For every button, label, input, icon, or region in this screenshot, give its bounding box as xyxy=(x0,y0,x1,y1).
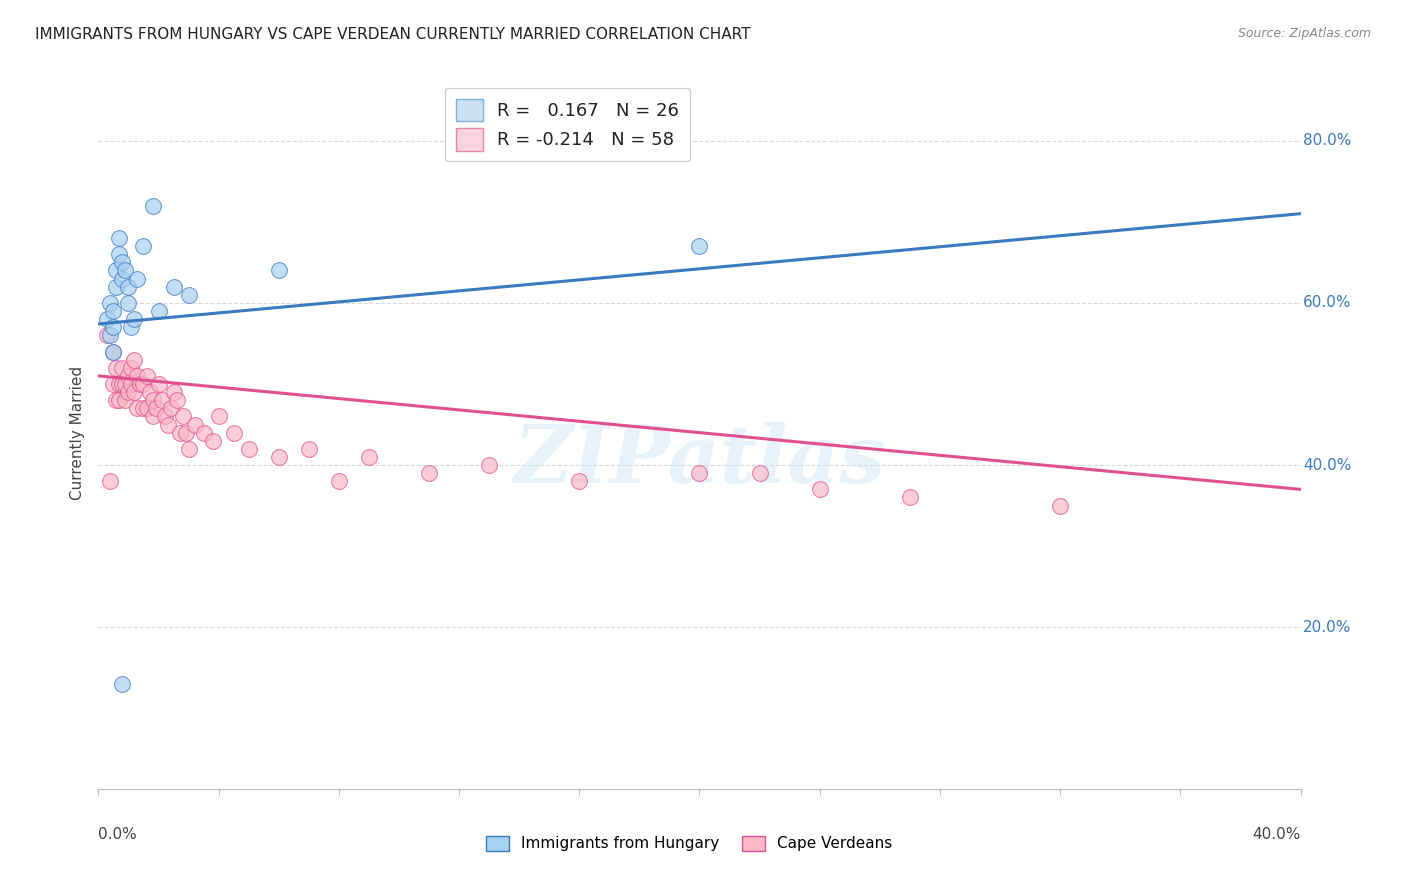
Text: 80.0%: 80.0% xyxy=(1303,133,1351,148)
Text: IMMIGRANTS FROM HUNGARY VS CAPE VERDEAN CURRENTLY MARRIED CORRELATION CHART: IMMIGRANTS FROM HUNGARY VS CAPE VERDEAN … xyxy=(35,27,751,42)
Point xyxy=(208,409,231,424)
Point xyxy=(117,385,139,400)
Point xyxy=(108,393,131,408)
Point xyxy=(117,296,139,310)
Point xyxy=(418,466,440,480)
Point xyxy=(150,393,173,408)
Point xyxy=(105,393,128,408)
Point xyxy=(108,231,131,245)
Point xyxy=(357,450,380,464)
Point xyxy=(132,376,155,391)
Point xyxy=(105,360,128,375)
Point xyxy=(141,409,163,424)
Point xyxy=(238,442,260,456)
Text: 20.0%: 20.0% xyxy=(1303,620,1351,635)
Point xyxy=(267,263,290,277)
Text: 60.0%: 60.0% xyxy=(1303,295,1351,310)
Point xyxy=(153,409,176,424)
Point xyxy=(111,360,134,375)
Point xyxy=(127,271,149,285)
Point xyxy=(138,385,160,400)
Point xyxy=(111,271,134,285)
Point xyxy=(748,466,770,480)
Point xyxy=(169,425,191,440)
Text: Source: ZipAtlas.com: Source: ZipAtlas.com xyxy=(1237,27,1371,40)
Point xyxy=(124,312,146,326)
Point xyxy=(177,442,200,456)
Point xyxy=(103,344,125,359)
Point xyxy=(114,376,136,391)
Point xyxy=(96,328,118,343)
Point xyxy=(121,320,143,334)
Point xyxy=(478,458,501,472)
Point xyxy=(172,409,194,424)
Point xyxy=(117,368,139,383)
Legend: R =   0.167   N = 26, R = -0.214   N = 58: R = 0.167 N = 26, R = -0.214 N = 58 xyxy=(444,88,690,161)
Point xyxy=(117,279,139,293)
Point xyxy=(183,417,205,432)
Point xyxy=(688,239,710,253)
Point xyxy=(103,304,125,318)
Point xyxy=(328,475,350,489)
Point xyxy=(298,442,321,456)
Legend: Immigrants from Hungary, Cape Verdeans: Immigrants from Hungary, Cape Verdeans xyxy=(479,830,898,857)
Text: 40.0%: 40.0% xyxy=(1253,827,1301,841)
Point xyxy=(100,328,122,343)
Point xyxy=(141,198,163,212)
Point xyxy=(108,376,131,391)
Point xyxy=(174,425,197,440)
Point xyxy=(100,475,122,489)
Point xyxy=(156,417,179,432)
Point xyxy=(124,352,146,367)
Point xyxy=(568,475,591,489)
Point xyxy=(135,368,157,383)
Point xyxy=(127,368,149,383)
Point xyxy=(103,344,125,359)
Point xyxy=(121,360,143,375)
Point xyxy=(145,401,167,416)
Point xyxy=(111,255,134,269)
Point xyxy=(166,393,188,408)
Point xyxy=(127,401,149,416)
Point xyxy=(100,296,122,310)
Point xyxy=(111,376,134,391)
Point xyxy=(105,279,128,293)
Point xyxy=(114,393,136,408)
Point xyxy=(132,401,155,416)
Point xyxy=(108,247,131,261)
Point xyxy=(114,263,136,277)
Point xyxy=(688,466,710,480)
Point xyxy=(808,483,831,497)
Point xyxy=(148,304,170,318)
Point xyxy=(129,376,152,391)
Point xyxy=(159,401,181,416)
Point xyxy=(177,287,200,301)
Point xyxy=(148,376,170,391)
Text: 40.0%: 40.0% xyxy=(1303,458,1351,473)
Point xyxy=(103,376,125,391)
Point xyxy=(162,279,184,293)
Point xyxy=(132,239,155,253)
Point xyxy=(105,263,128,277)
Point xyxy=(111,677,134,691)
Point xyxy=(201,434,224,448)
Text: 0.0%: 0.0% xyxy=(98,827,138,841)
Point xyxy=(898,491,921,505)
Point xyxy=(96,312,118,326)
Point xyxy=(121,376,143,391)
Point xyxy=(135,401,157,416)
Point xyxy=(267,450,290,464)
Point xyxy=(222,425,245,440)
Point xyxy=(124,385,146,400)
Point xyxy=(193,425,215,440)
Point xyxy=(141,393,163,408)
Text: ZIPatlas: ZIPatlas xyxy=(513,423,886,500)
Y-axis label: Currently Married: Currently Married xyxy=(69,366,84,500)
Point xyxy=(1049,499,1071,513)
Point xyxy=(162,385,184,400)
Point xyxy=(103,320,125,334)
